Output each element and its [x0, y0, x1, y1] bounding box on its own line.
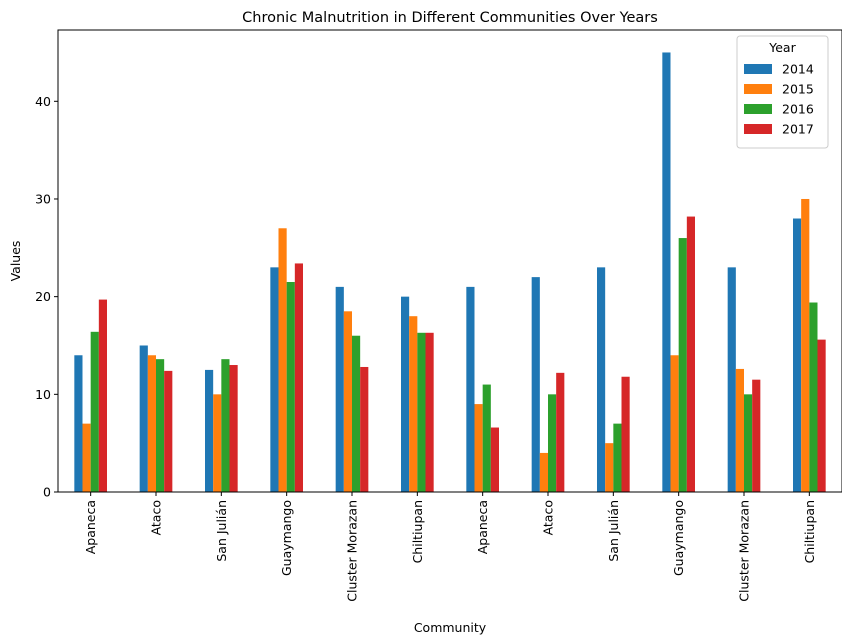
bar-2017-2 — [229, 365, 238, 492]
y-tick-label: 30 — [35, 191, 51, 206]
bar-2017-5 — [425, 332, 434, 492]
bar-2016-4 — [352, 335, 361, 492]
bar-2014-2 — [205, 369, 214, 492]
bar-2014-11 — [793, 218, 802, 492]
bar-2014-1 — [139, 345, 148, 492]
y-tick-label: 10 — [35, 387, 51, 402]
legend-label-2014: 2014 — [782, 62, 814, 77]
bar-2014-5 — [401, 296, 410, 492]
bar-2014-7 — [531, 277, 540, 492]
legend-title: Year — [768, 40, 796, 55]
bar-2014-9 — [662, 52, 671, 492]
bar-2015-2 — [213, 394, 222, 492]
bar-2017-7 — [556, 372, 565, 492]
x-tick-label: Ataco — [541, 500, 556, 535]
x-tick-label: Guaymango — [671, 500, 686, 576]
x-axis-title: Community — [414, 620, 487, 635]
bar-2016-3 — [286, 282, 295, 492]
bar-2015-3 — [278, 228, 287, 492]
bar-2016-0 — [90, 331, 99, 492]
bar-2015-0 — [82, 423, 91, 492]
x-tick-label: San Julián — [214, 500, 229, 562]
x-tick-label: Apaneca — [475, 500, 490, 554]
legend-swatch-2014 — [744, 64, 772, 74]
bar-2015-10 — [735, 368, 744, 492]
legend: Year 2014 2015 2016 2017 — [736, 35, 829, 149]
x-tick-label: Cluster Morazan — [345, 500, 360, 602]
y-tick-label: 20 — [35, 289, 51, 304]
legend-swatch-2016 — [744, 104, 772, 114]
x-axis: Apaneca Ataco San Julián Guaymango Cluster M… — [83, 492, 817, 602]
bar-2016-8 — [613, 423, 622, 492]
bar-2017-10 — [752, 379, 761, 492]
x-tick-label: Ataco — [149, 500, 164, 535]
bar-2017-11 — [817, 339, 826, 492]
bar-2015-7 — [539, 452, 548, 492]
bar-2015-1 — [147, 355, 156, 492]
bar-2015-11 — [801, 198, 810, 493]
bar-2017-4 — [360, 366, 369, 492]
bar-2014-10 — [727, 267, 736, 492]
bar-2017-9 — [686, 216, 695, 492]
legend-swatch-2017 — [744, 124, 772, 134]
y-axis-title: Values — [8, 241, 23, 282]
plot-frame — [57, 29, 842, 493]
bar-2016-11 — [809, 302, 818, 492]
bar-2016-2 — [221, 359, 230, 492]
bar-2015-6 — [474, 404, 483, 492]
legend-label-2017: 2017 — [782, 122, 814, 137]
x-tick-label: Apaneca — [83, 500, 98, 554]
bar-2016-1 — [156, 359, 165, 492]
bar-2017-3 — [294, 263, 303, 492]
bar-2017-0 — [98, 299, 107, 492]
bar-2014-6 — [466, 286, 475, 492]
bar-2016-7 — [548, 394, 557, 492]
legend-swatch-2015 — [744, 84, 772, 94]
bar-2014-8 — [597, 267, 606, 492]
bar-2016-10 — [744, 394, 753, 492]
x-tick-label: Chiltiupan — [410, 500, 425, 563]
legend-label-2016: 2016 — [782, 102, 814, 117]
bar-2017-1 — [164, 370, 173, 492]
bar-2014-3 — [270, 267, 279, 492]
bar-2016-6 — [482, 384, 491, 492]
bar-2015-5 — [409, 316, 418, 492]
x-tick-label: Cluster Morazan — [737, 500, 752, 602]
bar-2016-5 — [417, 332, 426, 492]
legend-label-2015: 2015 — [782, 82, 814, 97]
bar-2017-8 — [621, 376, 630, 492]
bar-2017-6 — [490, 427, 499, 492]
y-tick-label: 40 — [35, 94, 51, 109]
bar-2015-8 — [605, 443, 614, 492]
y-axis: 0 10 20 30 40 — [35, 94, 58, 500]
legend-items: 2014 2015 2016 2017 — [744, 62, 814, 137]
y-tick-label: 0 — [43, 485, 51, 500]
bar-2016-9 — [678, 238, 687, 492]
bars-layer — [74, 52, 826, 493]
bar-2015-4 — [343, 311, 352, 492]
bar-2014-0 — [74, 355, 83, 492]
chart-title: Chronic Malnutrition in Different Commun… — [242, 10, 658, 26]
bar-2014-4 — [335, 286, 344, 492]
x-tick-label: San Julián — [606, 500, 621, 562]
x-tick-label: Chiltiupan — [802, 500, 817, 563]
bar-2015-9 — [670, 355, 679, 492]
x-tick-label: Guaymango — [279, 500, 294, 576]
